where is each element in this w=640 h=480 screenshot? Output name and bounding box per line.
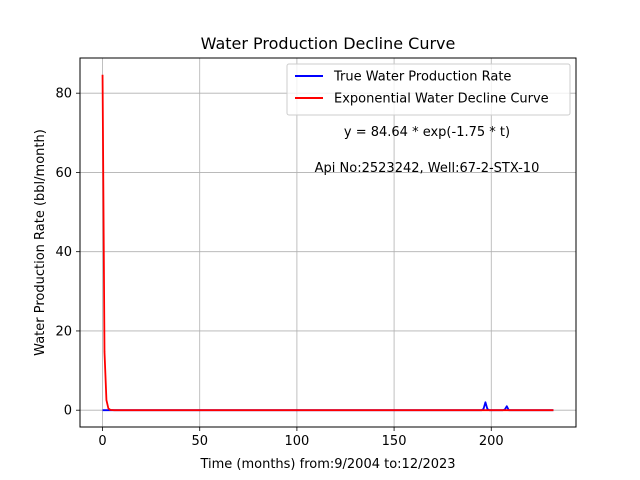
x-tick-label: 200	[479, 434, 504, 449]
y-tick-label: 40	[55, 245, 72, 260]
y-tick-label: 60	[55, 166, 72, 181]
legend-label-decline-curve: Exponential Water Decline Curve	[334, 92, 549, 107]
x-tick-label: 0	[98, 434, 106, 449]
plot-area-frame	[79, 57, 577, 428]
legend-box	[286, 63, 571, 116]
y-axis-label: Water Production Rate (bbl/month)	[33, 129, 48, 356]
x-axis-label: Time (months) from:9/2004 to:12/2023	[199, 457, 455, 472]
x-tick-label: 100	[284, 434, 309, 449]
legend: True Water Production Rate Exponential W…	[286, 63, 571, 116]
x-tick-label: 50	[191, 434, 208, 449]
series-line-decline-curve	[101, 74, 554, 412]
y-tick-label: 80	[55, 87, 72, 102]
equation-annotation: y = 84.64 * exp(-1.75 * t)	[344, 125, 510, 140]
chart-title: Water Production Decline Curve	[201, 34, 456, 53]
legend-label-true-rate: True Water Production Rate	[333, 70, 511, 85]
y-tick-label: 20	[55, 324, 72, 339]
y-tick-label: 0	[64, 404, 72, 419]
x-tick-label: 150	[382, 434, 407, 449]
series-layer	[101, 74, 554, 412]
well-annotation: Api No:2523242, Well:67-2-STX-10	[315, 161, 540, 176]
ticks: 0 50 100 150 200 0 20 40 60 80	[55, 87, 503, 449]
